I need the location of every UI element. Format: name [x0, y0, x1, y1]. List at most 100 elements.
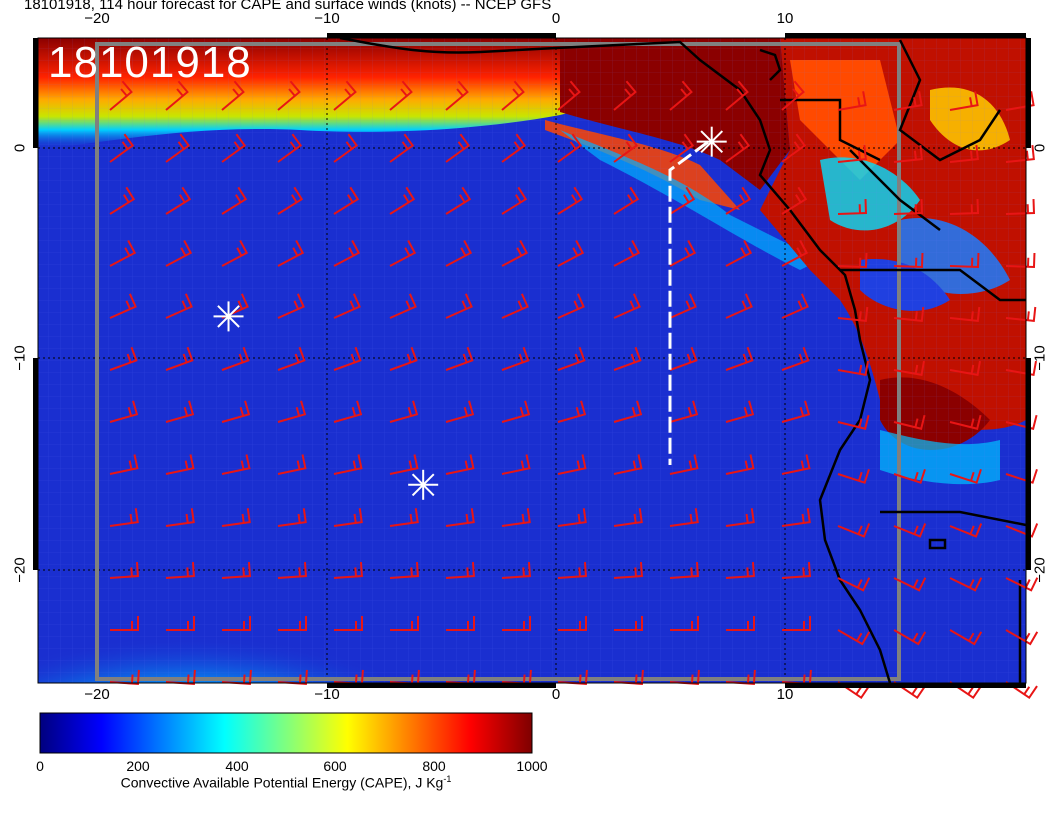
wind-barb	[165, 454, 195, 475]
wind-barb	[501, 133, 527, 163]
right-tick-label: −20	[1031, 557, 1049, 583]
wind-barb	[221, 400, 251, 423]
wind-barb	[557, 454, 587, 475]
wind-barb	[557, 80, 581, 111]
wind-barb	[837, 523, 871, 538]
wind-barb	[669, 80, 693, 111]
wind-barb	[501, 186, 528, 215]
wind-barb	[725, 508, 755, 527]
bottom-tick-label: −20	[84, 686, 110, 703]
wind-barb	[725, 293, 753, 319]
wind-barb	[333, 346, 362, 371]
wind-barb	[613, 186, 640, 215]
wind-barb	[445, 346, 474, 371]
wind-barb	[893, 414, 926, 430]
left-tick-label: −10	[11, 345, 29, 371]
wind-barb	[446, 616, 475, 631]
wind-barb	[1005, 198, 1036, 215]
wind-barb	[221, 562, 251, 579]
wind-barb	[893, 469, 926, 484]
wind-barb	[110, 616, 139, 631]
map-title: 18101918, 114 hour forecast for CAPE and…	[24, 0, 552, 13]
wind-barb	[781, 400, 811, 423]
wind-barb	[949, 414, 982, 430]
wind-barb	[893, 91, 923, 111]
wind-barb	[389, 293, 417, 319]
wind-barb	[501, 346, 530, 371]
colorbar-tick: 1000	[516, 758, 548, 774]
wind-barb	[725, 400, 755, 423]
right-tick-label: −10	[1031, 345, 1049, 371]
right-tick-label: 0	[1031, 143, 1049, 153]
wind-barb	[837, 629, 871, 646]
top-tick-label: −20	[84, 10, 110, 27]
wind-barb	[837, 91, 867, 111]
wind-barb	[893, 252, 924, 269]
wind-barb	[165, 346, 194, 371]
wind-barb	[725, 562, 755, 579]
wind-barb	[389, 80, 413, 111]
wind-barb	[613, 454, 643, 475]
wind-barb	[613, 133, 639, 163]
wind-barb	[445, 454, 475, 475]
colorbar-tick: 0	[36, 758, 44, 774]
wind-barb	[669, 293, 697, 319]
wind-barb	[1005, 252, 1036, 269]
wind-barb	[445, 240, 473, 267]
wind-barb	[837, 414, 870, 430]
wind-barb	[333, 562, 363, 579]
wind-barb	[557, 186, 584, 215]
wind-barb	[781, 346, 810, 371]
wind-barb	[557, 400, 587, 423]
wind-barb	[221, 346, 250, 371]
wind-barb	[781, 562, 811, 579]
wind-barb	[277, 400, 307, 423]
wind-barb	[613, 508, 643, 527]
wind-barb	[333, 240, 361, 267]
wind-barb	[893, 198, 924, 215]
wind-barb	[893, 629, 927, 646]
wind-barb	[165, 133, 191, 163]
wind-barb	[445, 133, 471, 163]
wind-barb	[445, 400, 475, 423]
wind-barb	[445, 293, 473, 319]
wind-barb	[837, 469, 870, 484]
wind-barb	[109, 80, 133, 111]
wind-barb	[389, 186, 416, 215]
top-tick-label: 10	[776, 10, 794, 27]
wind-barb	[1005, 145, 1035, 163]
track-line	[668, 140, 709, 465]
wind-barb	[389, 454, 419, 475]
wind-barb	[613, 293, 641, 319]
wind-barb	[726, 616, 755, 631]
wind-barb	[949, 252, 980, 269]
wind-barb	[278, 616, 307, 631]
wind-barb	[557, 562, 587, 579]
wind-barb	[669, 186, 696, 215]
wind-barb	[893, 145, 923, 163]
wind-barb	[725, 186, 752, 215]
wind-barb	[109, 133, 135, 163]
wind-barb	[109, 186, 136, 215]
colorbar-title-unit: -1	[443, 774, 452, 784]
wind-barb	[781, 293, 809, 319]
wind-barb	[165, 186, 192, 215]
wind-barb	[333, 80, 357, 111]
wind-barb	[334, 616, 363, 631]
wind-barb	[669, 508, 699, 527]
wind-barb	[277, 133, 303, 163]
wind-barb	[501, 508, 531, 527]
colorbar-tick: 800	[422, 758, 446, 774]
wind-barb	[277, 80, 301, 111]
wind-barb	[613, 240, 641, 267]
wind-barb	[725, 454, 755, 475]
wind-barb	[221, 454, 251, 475]
wind-barb	[949, 198, 980, 215]
wind-barb	[613, 346, 642, 371]
wind-barb	[613, 80, 637, 111]
wind-barb	[277, 186, 304, 215]
wind-barb	[613, 400, 643, 423]
wind-barb	[221, 80, 245, 111]
coastline	[339, 36, 1027, 684]
wind-barb	[165, 508, 195, 527]
